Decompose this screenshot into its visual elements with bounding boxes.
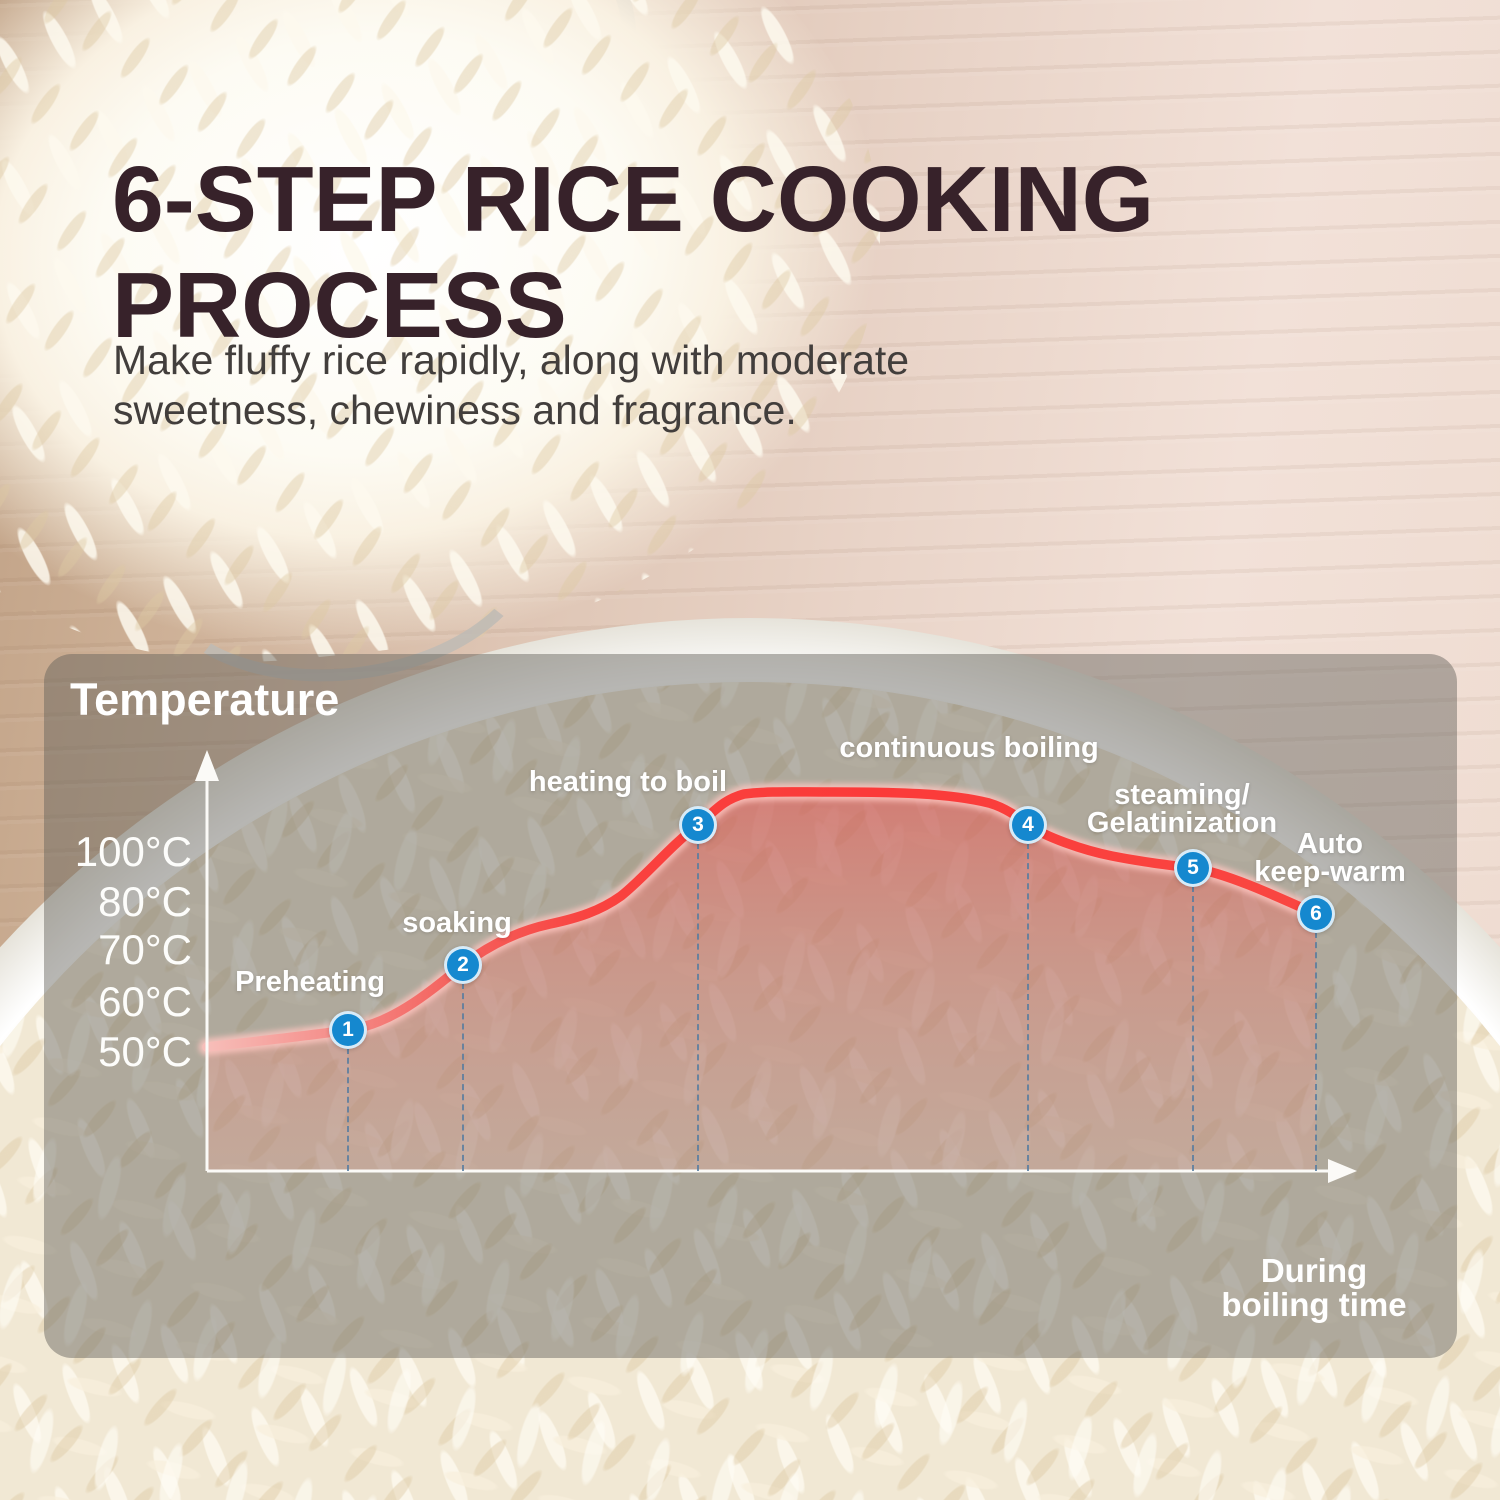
step-label-4: continuous boiling: [839, 732, 1099, 764]
step-4-dropline: [1027, 843, 1029, 1171]
temperature-curve-chart: [195, 750, 1357, 1183]
step-5-dropline: [1192, 886, 1194, 1171]
step-label-6: Auto keep-warm: [1254, 828, 1406, 888]
y-axis-title: Temperature: [70, 674, 340, 725]
step-marker-6: 6: [1297, 895, 1335, 933]
temperature-curve: [202, 787, 1321, 1052]
step-1-dropline: [347, 1048, 349, 1171]
step-marker-2: 2: [444, 946, 482, 984]
x-axis-label-line2: boiling time: [1221, 1286, 1407, 1323]
y-tick-80: 80°C: [98, 878, 192, 925]
y-tick-100: 100°C: [74, 828, 192, 875]
x-axis-label-line1: During: [1260, 1252, 1368, 1289]
page-subtitle-line2: sweetness, chewiness and fragrance.: [113, 387, 797, 433]
step-markers-layer: 1 Preheating 2 soaking 3 heating to boil 4 cont…: [44, 654, 1457, 1358]
curve-area-fill: [207, 791, 1316, 1171]
step-3-dropline: [697, 843, 699, 1171]
step-label-2: soaking: [402, 907, 512, 939]
step-marker-4: 4: [1009, 806, 1047, 844]
page-title: 6-STEP RICE COOKING PROCESS: [112, 146, 1154, 358]
step-marker-3: 3: [679, 806, 717, 844]
chart-panel: Temperature 100°C 80°C 70°C 60°C 50°C Du…: [44, 654, 1457, 1358]
step-marker-1: 1: [329, 1011, 367, 1049]
y-axis-arrow-icon: [195, 750, 219, 781]
step-2-dropline: [462, 983, 464, 1171]
step-label-5: steaming/Gelatinization: [1086, 779, 1278, 839]
x-axis-label: During boiling time: [1164, 1254, 1457, 1322]
y-tick-50: 50°C: [98, 1028, 192, 1075]
y-tick-60: 60°C: [98, 978, 192, 1025]
page-title-line1: 6-STEP RICE COOKING: [112, 147, 1155, 252]
page-subtitle: Make fluffy rice rapidly, along with mod…: [113, 335, 909, 435]
step-label-3: heating to boil: [528, 766, 728, 798]
step-label-1: Preheating: [235, 966, 385, 998]
x-axis-arrow-icon: [1328, 1159, 1357, 1183]
step-marker-5: 5: [1174, 849, 1212, 887]
page-title-line2: PROCESS: [112, 253, 567, 358]
page-subtitle-line1: Make fluffy rice rapidly, along with mod…: [113, 337, 910, 383]
step-6-dropline: [1315, 932, 1317, 1171]
y-tick-70: 70°C: [98, 926, 192, 973]
